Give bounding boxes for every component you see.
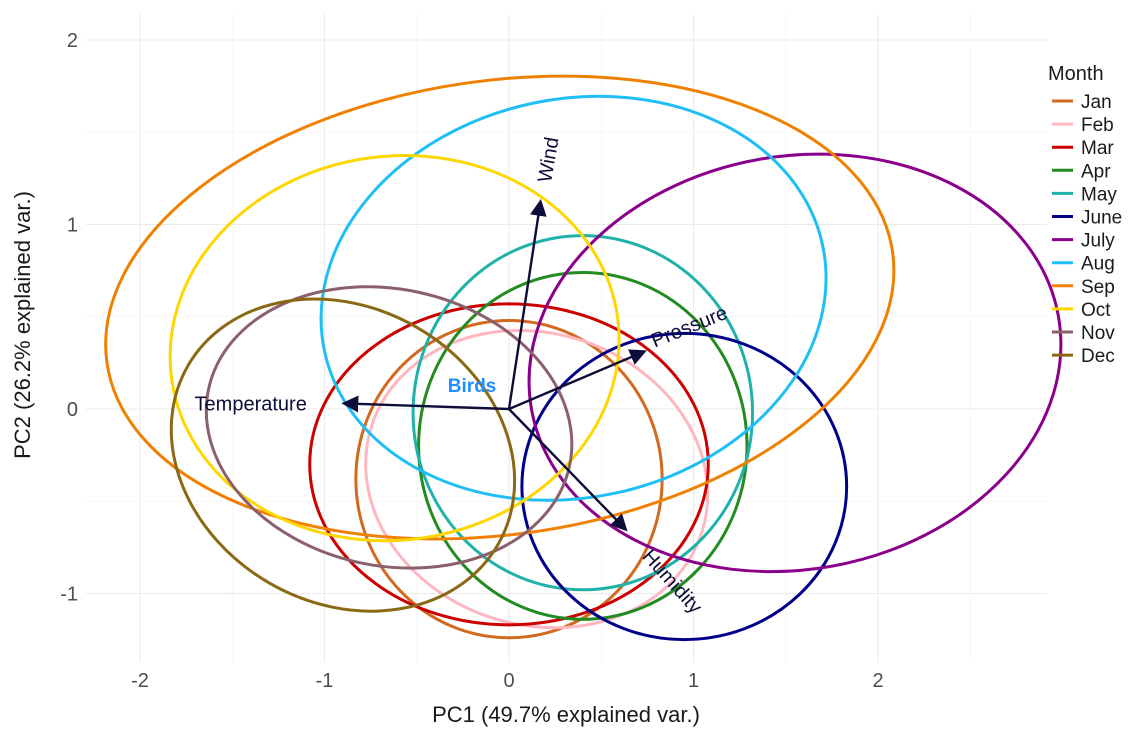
x-tick-label: 0 xyxy=(503,670,514,692)
axis-ticks: -2 -1 0 1 2 -1 0 1 2 xyxy=(60,30,883,692)
legend-label-apr: Apr xyxy=(1081,161,1111,182)
legend-label-feb: Feb xyxy=(1081,115,1114,136)
grid xyxy=(86,14,1047,662)
legend-label-sep: Sep xyxy=(1081,277,1115,298)
x-tick-label: 2 xyxy=(872,670,883,692)
legend-label-dec: Dec xyxy=(1081,346,1115,367)
point-labels: Birds xyxy=(448,376,497,397)
legend-label-nov: Nov xyxy=(1081,323,1115,344)
point-label-birds: Birds xyxy=(448,376,497,397)
ellipse-dec xyxy=(169,297,517,613)
legend-label-may: May xyxy=(1081,184,1117,205)
legend-label-aug: Aug xyxy=(1081,254,1115,275)
vector-pressure xyxy=(508,349,647,411)
ellipse-oct xyxy=(168,154,621,543)
x-tick-label: -1 xyxy=(316,670,334,692)
vector-label-wind: Wind xyxy=(534,135,564,184)
y-tick-label: -1 xyxy=(60,584,78,606)
ellipse-june xyxy=(520,331,849,642)
legend-label-jan: Jan xyxy=(1081,92,1112,113)
ellipse-feb xyxy=(364,328,710,630)
vector-wind xyxy=(507,199,547,410)
legend-title: Month xyxy=(1048,63,1104,85)
x-axis-title: PC1 (49.7% explained var.) xyxy=(432,702,700,727)
vector-label-temperature: Temperature xyxy=(195,394,307,416)
ellipse-mar xyxy=(308,302,710,627)
vector-label-pressure: Pressure xyxy=(648,302,730,352)
month-ellipses xyxy=(104,74,1063,642)
legend-label-june: June xyxy=(1081,208,1122,229)
x-tick-label: 1 xyxy=(688,670,699,692)
ellipse-july xyxy=(527,152,1063,574)
vector-temperature xyxy=(341,395,510,413)
ellipse-aug xyxy=(319,94,828,502)
ellipse-sep xyxy=(104,74,896,541)
x-tick-label: -2 xyxy=(131,670,149,692)
ellipse-nov xyxy=(204,285,574,570)
legend-label-mar: Mar xyxy=(1081,138,1114,159)
y-tick-label: 2 xyxy=(67,30,78,52)
legend-label-oct: Oct xyxy=(1081,300,1111,321)
vector-humidity xyxy=(508,408,628,532)
y-tick-label: 0 xyxy=(67,399,78,421)
ellipse-apr xyxy=(417,270,749,621)
y-tick-label: 1 xyxy=(67,215,78,237)
legend-label-july: July xyxy=(1081,231,1115,252)
y-axis-title: PC2 (26.2% explained var.) xyxy=(10,191,35,459)
